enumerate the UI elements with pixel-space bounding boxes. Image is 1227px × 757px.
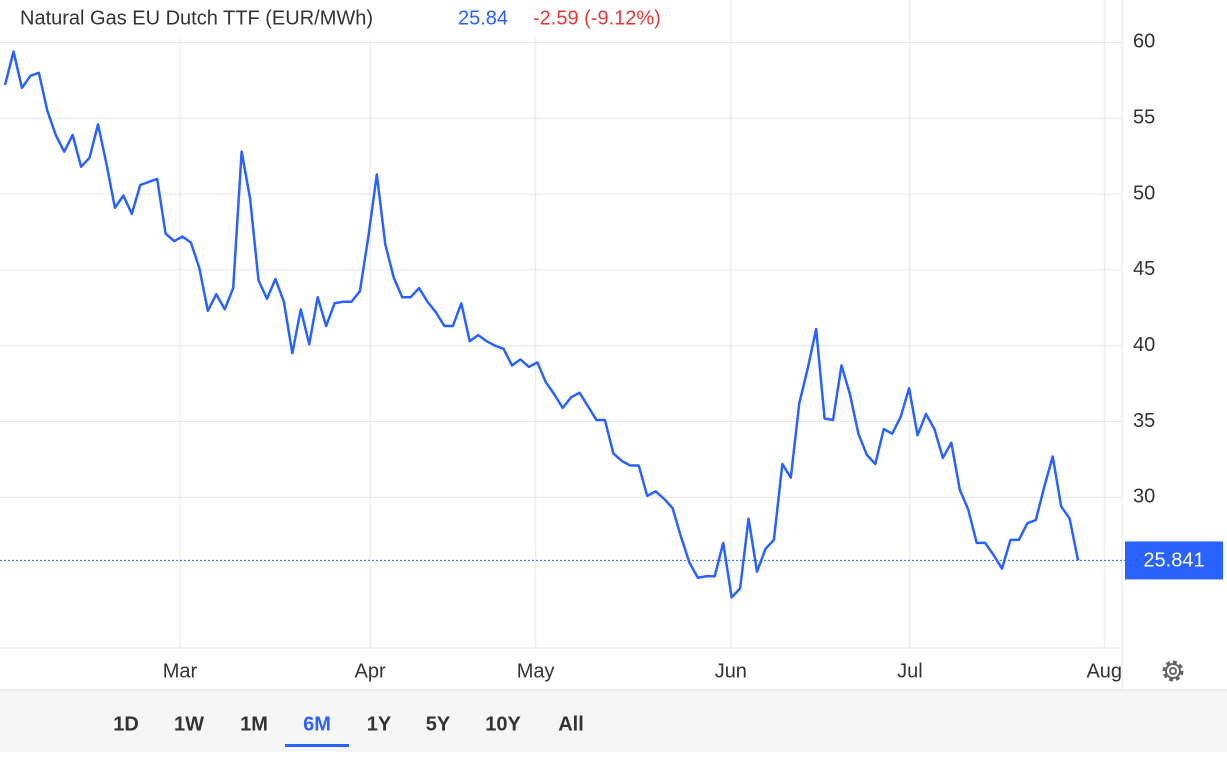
chart-title: Natural Gas EU Dutch TTF (EUR/MWh) (20, 7, 373, 29)
y-tick-label: 55 (1133, 107, 1155, 129)
price-change: -2.59 (-9.12%) (533, 7, 661, 29)
y-tick-label: 60 (1133, 31, 1155, 53)
x-tick-label: Aug (1086, 660, 1122, 682)
toolbar (0, 690, 1227, 752)
last-value-box (1125, 541, 1223, 580)
x-tick-label: Jun (715, 660, 747, 682)
plot: 25.841 (0, 50, 1223, 599)
range-button[interactable]: 10Y (485, 713, 521, 735)
x-tick-label: Jul (897, 660, 923, 682)
range-button[interactable]: 1W (174, 713, 204, 735)
range-button[interactable]: 1M (240, 713, 268, 735)
settings-icon[interactable] (1162, 660, 1184, 682)
last-price: 25.84 (458, 7, 508, 29)
y-tick-label: 45 (1133, 258, 1155, 280)
x-tick-label: Mar (163, 660, 198, 682)
y-tick-label: 35 (1133, 410, 1155, 432)
y-tick-label: 40 (1133, 334, 1155, 356)
x-tick-label: May (517, 660, 555, 682)
last-value-label: 25.841 (1143, 550, 1204, 572)
active-underline (285, 744, 349, 747)
range-button[interactable]: All (558, 713, 584, 735)
gear-hub (1169, 667, 1177, 675)
range-button[interactable]: 1D (113, 713, 139, 735)
price-line (3, 50, 1080, 599)
y-tick-label: 30 (1133, 486, 1155, 508)
header-bg (0, 0, 700, 38)
gear-ring (1165, 663, 1181, 679)
range-button[interactable]: 5Y (426, 713, 451, 735)
y-tick-label: 50 (1133, 182, 1155, 204)
gear-teeth (1162, 660, 1184, 682)
x-tick-label: Apr (354, 660, 385, 682)
range-button[interactable]: 6M (303, 713, 331, 735)
grid (0, 0, 1122, 648)
range-button[interactable]: 1Y (367, 713, 392, 735)
